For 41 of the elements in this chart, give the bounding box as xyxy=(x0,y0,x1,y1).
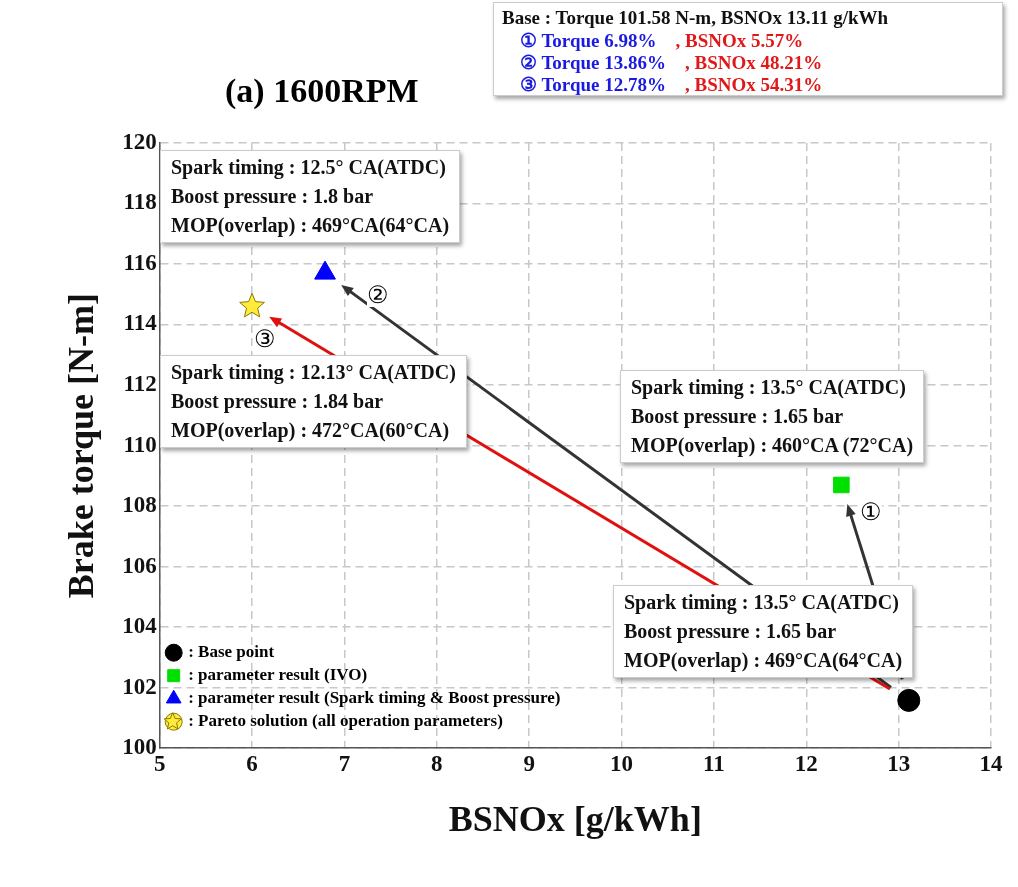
text: ③ Torque 12.78% , BSNOx 54.31% xyxy=(520,74,823,95)
point xyxy=(833,476,850,494)
y-tick-label: 120 xyxy=(122,128,157,154)
y-tick-label: 108 xyxy=(122,492,157,518)
y-tick-label: 112 xyxy=(123,371,157,397)
annotation: ③ xyxy=(254,326,277,353)
y-tick-label: 116 xyxy=(123,249,157,275)
x-tick-label: 14 xyxy=(979,750,1003,776)
y-tick-label: 104 xyxy=(122,613,158,639)
x-axis-title: BSNOx [g/kWh] xyxy=(448,798,702,839)
chart-title: (a) 1600RPM xyxy=(225,72,419,110)
y-tick-label: 102 xyxy=(122,673,157,699)
y-tick-label: 106 xyxy=(122,552,157,578)
y-axis-title: Brake torque [N-m] xyxy=(60,292,101,599)
y-tick-label: 114 xyxy=(123,310,158,336)
x-tick-label: 6 xyxy=(246,750,258,776)
point xyxy=(897,688,921,712)
annotation: Spark timing : 12.13° CA(ATDC) Boost pressure : 1.84 bar MOP(overlap) : 472°CA(60°CA) xyxy=(160,355,467,448)
y-tick-label: 110 xyxy=(123,431,157,457)
annotation: Spark timing : 12.5° CA(ATDC) Boost pressure : 1.8 bar MOP(overlap) : 469°CA(64°CA) xyxy=(160,150,461,243)
legend-label: : parameter result (Spark timing & Boost pressure) xyxy=(188,688,561,708)
point xyxy=(314,260,336,280)
x-tick-label: 10 xyxy=(610,750,634,776)
x-tick-label: 9 xyxy=(523,750,535,776)
x-tick-label: 13 xyxy=(887,750,911,776)
legend-label: : Base point xyxy=(188,642,275,662)
text: Base : Torque 101.58 N-m, BSNOx 13.11 g/kWh xyxy=(502,7,889,29)
legend-label: : parameter result (IVO) xyxy=(188,665,368,685)
x-tick-label: 7 xyxy=(338,750,351,776)
annotation: Spark timing : 13.5° CA(ATDC) Boost pressure : 1.65 bar MOP(overlap) : 460°CA (72°CA) xyxy=(620,370,925,463)
x-tick-label: 11 xyxy=(703,750,725,776)
annotation: ① xyxy=(860,498,883,525)
legend-label: : Pareto solution (all operation parameters) xyxy=(188,711,503,731)
x-tick-label: 12 xyxy=(794,750,818,776)
text: ② Torque 13.86% , BSNOx 48.21% xyxy=(520,52,823,73)
text: ① Torque 6.98% , BSNOx 5.57% xyxy=(520,30,804,51)
x-tick-label: 8 xyxy=(431,750,443,776)
y-tick-label: 118 xyxy=(123,189,157,215)
annotation: Spark timing : 13.5° CA(ATDC) Boost pressure : 1.65 bar MOP(overlap) : 469°CA(64°CA) xyxy=(613,585,914,678)
point xyxy=(239,292,265,318)
annotation: ② xyxy=(367,282,390,309)
